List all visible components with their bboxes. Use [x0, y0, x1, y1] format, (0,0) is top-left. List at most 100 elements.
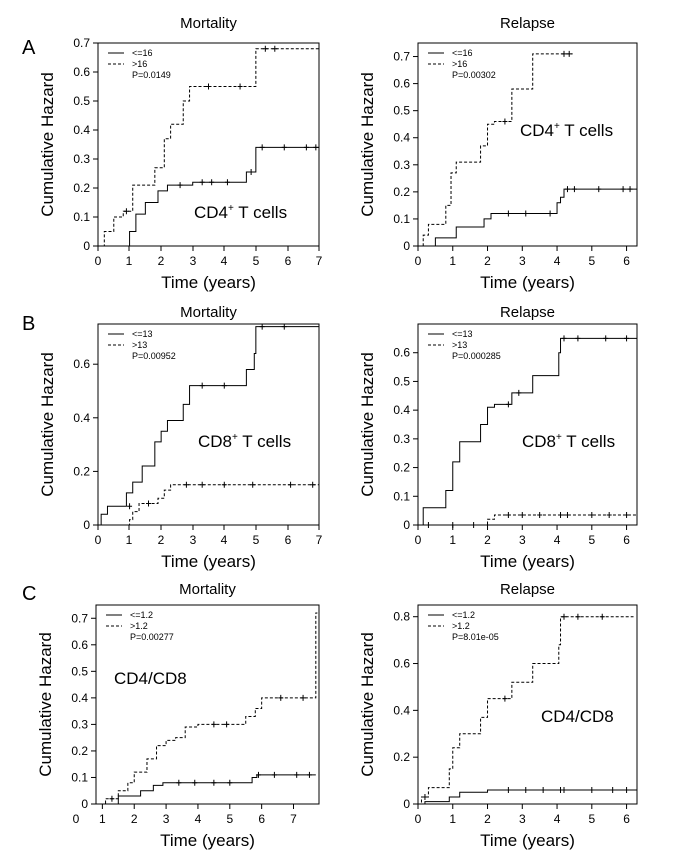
- x-tick-label: 0: [95, 533, 102, 547]
- x-tick-label: 6: [623, 533, 630, 547]
- x-tick-label: 6: [623, 812, 630, 826]
- y-tick-label: 0.1: [393, 489, 410, 503]
- plot-frame: [97, 42, 320, 247]
- censor-mark: [561, 786, 567, 793]
- x-tick-label: 5: [253, 533, 260, 547]
- series-line-2: [418, 616, 634, 805]
- censor-mark: [313, 144, 319, 151]
- x-tick-label: 4: [554, 812, 561, 826]
- cell-type-label: CD4+ T cells: [194, 203, 287, 222]
- x-tick-label: 2: [484, 254, 491, 268]
- x-tick-label: 2: [484, 533, 491, 547]
- censor-mark: [262, 45, 268, 52]
- p-value: P=0.000285: [452, 351, 501, 361]
- y-tick-label: 0.2: [393, 750, 410, 764]
- series-line-2: [98, 484, 319, 526]
- x-tick-label: 4: [221, 533, 228, 547]
- y-tick-label: 0.1: [71, 770, 88, 784]
- censor-mark: [250, 481, 256, 488]
- censor-mark: [176, 779, 182, 786]
- censor-mark: [516, 389, 522, 396]
- y-axis-label: Cumulative Hazard: [358, 72, 377, 217]
- censor-mark: [564, 511, 570, 518]
- y-tick-label: 0.3: [73, 152, 90, 166]
- y-tick-label: 0.6: [393, 657, 410, 671]
- censor-mark: [502, 118, 508, 125]
- series-line-1: [418, 789, 637, 805]
- censor-mark: [255, 771, 261, 778]
- censor-mark: [211, 721, 217, 728]
- y-tick-label: 0.6: [393, 77, 410, 91]
- x-tick-label: 7: [290, 812, 297, 826]
- chart-title: Relapse: [500, 581, 555, 598]
- chart-title: Mortality: [180, 15, 237, 32]
- y-tick-label: 0: [81, 797, 88, 811]
- x-tick-label: 4: [221, 254, 228, 268]
- x-axis-label: Time (years): [161, 552, 256, 571]
- censor-mark: [259, 144, 265, 151]
- x-tick-label: 4: [554, 254, 561, 268]
- censor-mark: [561, 50, 567, 57]
- censor-mark: [109, 795, 115, 802]
- censor-mark: [206, 83, 211, 90]
- x-tick-label: 7: [316, 533, 323, 547]
- censor-mark: [624, 335, 630, 342]
- plot-frame: [95, 604, 320, 805]
- series-line-2: [96, 612, 318, 805]
- x-axis-label: Time (years): [480, 273, 575, 292]
- censor-mark: [422, 793, 428, 800]
- censor-mark: [620, 186, 626, 193]
- censor-mark: [221, 481, 227, 488]
- legend-label: >13: [452, 340, 467, 350]
- y-tick-label: 0.3: [393, 158, 410, 172]
- chart-4: Relapse 0 1 2 3 4 5 6 0 0.1 0.2 0.3 0.4 0.5 0.6 Time (y…: [358, 304, 638, 571]
- censor-mark: [127, 503, 133, 510]
- x-tick-label: 2: [131, 812, 138, 826]
- series-line-2: [418, 514, 637, 526]
- y-tick-label: 0.5: [393, 104, 410, 118]
- legend-label: >16: [452, 59, 467, 69]
- x-tick-label: 5: [253, 254, 260, 268]
- panel-label-a: A: [22, 37, 36, 59]
- censor-mark: [505, 511, 511, 518]
- censor-mark: [471, 522, 477, 528]
- censor-mark: [288, 481, 294, 488]
- x-tick-label: 3: [190, 254, 197, 268]
- y-tick-label: 0.5: [73, 94, 90, 108]
- censor-mark: [177, 182, 183, 189]
- plot-frame: [417, 42, 638, 247]
- x-tick-label: 1: [449, 812, 456, 826]
- censor-mark: [278, 694, 284, 701]
- y-tick-label: 0.6: [73, 65, 90, 79]
- censor-mark: [146, 500, 152, 507]
- y-axis-label: Cumulative Hazard: [38, 352, 57, 497]
- censor-mark: [294, 771, 300, 778]
- y-tick-label: 0.1: [393, 212, 410, 226]
- censor-mark: [540, 786, 546, 793]
- x-tick-label: 1: [126, 533, 133, 547]
- series-line-1: [98, 326, 319, 526]
- y-axis-label: Cumulative Hazard: [36, 632, 55, 777]
- y-tick-label: 0.6: [393, 346, 410, 360]
- x-tick-label: 6: [258, 812, 265, 826]
- censor-mark: [537, 511, 543, 518]
- legend-label: <=13: [132, 329, 153, 339]
- y-tick-label: 0.5: [393, 374, 410, 388]
- censor-mark: [227, 779, 233, 786]
- y-axis-label: Cumulative Hazard: [358, 632, 377, 777]
- chart-2: Relapse 0 1 2 3 4 5 6 0 0.1 0.2 0.3 0.4 0.5 0.6 0.7 Time…: [358, 15, 638, 292]
- censor-mark: [183, 481, 189, 488]
- chart-title: Mortality: [180, 304, 237, 321]
- y-tick-label: 0.7: [393, 50, 410, 64]
- cell-type-label: CD4/CD8: [541, 707, 614, 726]
- chart-title: Relapse: [500, 15, 555, 32]
- plot-frame: [417, 323, 638, 526]
- y-tick-label: 0: [403, 239, 410, 253]
- censor-mark: [589, 786, 595, 793]
- y-tick-label: 0.4: [71, 691, 88, 705]
- censor-mark: [199, 481, 205, 488]
- censor-mark: [271, 771, 277, 778]
- x-tick-label: 4: [554, 533, 561, 547]
- x-tick-label: 6: [285, 254, 292, 268]
